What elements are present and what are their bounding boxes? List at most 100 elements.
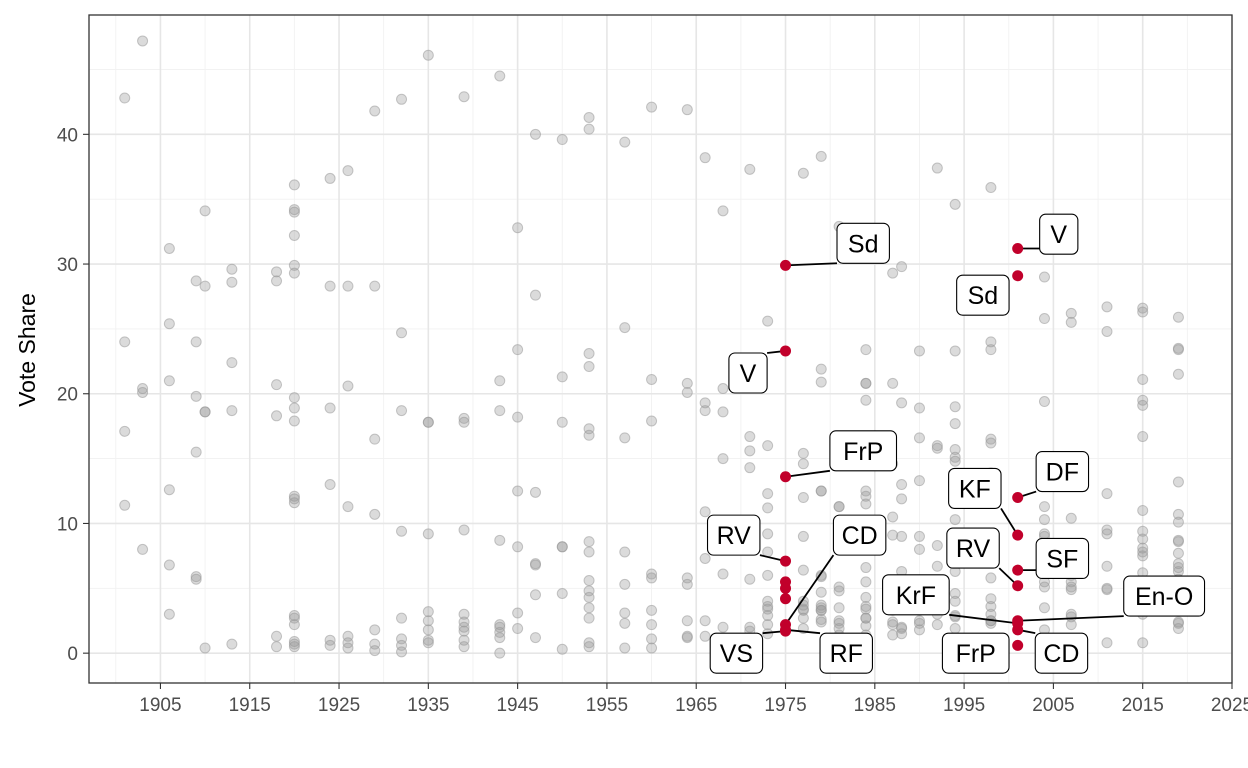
point-labels: Sd V FrP RV CD VS RF V Sd DF KF RV SF KrF En-O FrP CD [706, 213, 1206, 674]
data-point [646, 619, 658, 631]
data-point [646, 415, 658, 427]
highlighted-point [1012, 624, 1024, 636]
data-point [494, 632, 506, 644]
data-point [369, 624, 381, 636]
data-point [699, 397, 711, 409]
data-point [288, 638, 300, 650]
x-tick-label: 2025 [1211, 695, 1248, 716]
label-text: RV [956, 535, 991, 563]
data-point [985, 344, 997, 356]
data-point [163, 559, 175, 571]
data-point [512, 485, 524, 497]
data-point [271, 275, 283, 287]
data-point [896, 479, 908, 491]
data-point [931, 162, 943, 174]
data-point [190, 446, 202, 458]
data-point [896, 261, 908, 273]
data-point [288, 392, 300, 404]
data-point [1137, 525, 1149, 537]
y-tick-label: 20 [57, 385, 78, 406]
data-point [1038, 514, 1050, 526]
point-label: CD [832, 514, 887, 556]
data-point [137, 543, 149, 555]
x-tick-label: 1985 [854, 695, 896, 716]
data-point [422, 49, 434, 61]
label-text: RV [717, 522, 752, 550]
highlighted-point [780, 345, 792, 357]
data-point [1038, 396, 1050, 408]
data-point [949, 455, 961, 467]
data-point [583, 602, 595, 614]
data-point [860, 600, 872, 612]
data-point [744, 573, 756, 585]
data-point [913, 432, 925, 444]
point-label: KF [948, 467, 1002, 509]
data-point [190, 336, 202, 348]
data-point [226, 357, 238, 369]
data-point [1137, 546, 1149, 558]
data-point [985, 182, 997, 194]
data-point [556, 134, 568, 146]
data-point [1172, 623, 1184, 635]
data-point [1065, 512, 1077, 524]
data-point [199, 406, 211, 418]
data-point [529, 289, 541, 301]
data-point [1065, 581, 1077, 593]
data-point [199, 642, 211, 654]
point-label: CD [1034, 632, 1089, 674]
data-point [529, 486, 541, 498]
data-point [762, 440, 774, 452]
highlighted-point [780, 555, 792, 567]
data-point [324, 639, 336, 651]
data-point [646, 633, 658, 645]
data-point [1172, 368, 1184, 380]
data-point [815, 586, 827, 598]
label-box [706, 514, 761, 556]
data-point [646, 642, 658, 654]
data-point [949, 444, 961, 456]
data-point [1172, 547, 1184, 559]
data-point [931, 442, 943, 454]
point-label: FrP [941, 632, 1010, 674]
data-point [646, 568, 658, 580]
data-point [583, 348, 595, 360]
data-point [797, 530, 809, 542]
data-point [342, 501, 354, 513]
y-tick-label: 0 [67, 644, 78, 665]
minor-gridlines [89, 15, 1232, 683]
data-point [896, 397, 908, 409]
data-point [556, 588, 568, 600]
label-text: FrP [843, 438, 883, 466]
data-point [288, 402, 300, 414]
data-point [288, 206, 300, 218]
data-point [1137, 504, 1149, 516]
data-point [1172, 536, 1184, 548]
data-point [619, 322, 631, 334]
data-point [422, 624, 434, 636]
data-point [583, 637, 595, 649]
x-tick-label: 1975 [764, 695, 806, 716]
data-point [619, 136, 631, 148]
data-point [1172, 311, 1184, 323]
label-text: Sd [848, 230, 879, 258]
data-point [887, 616, 899, 628]
y-tick-label: 30 [57, 255, 78, 276]
data-point [288, 267, 300, 279]
data-point [1038, 602, 1050, 614]
label-box [941, 632, 1010, 674]
point-label: Sd [836, 222, 890, 264]
data-point [985, 593, 997, 605]
highlighted-point [780, 471, 792, 483]
data-point [529, 589, 541, 601]
data-point [556, 643, 568, 655]
data-point [512, 541, 524, 553]
data-point [815, 376, 827, 388]
data-point [396, 327, 408, 339]
data-point [288, 259, 300, 271]
data-point [985, 600, 997, 612]
data-point [494, 405, 506, 417]
data-point [896, 530, 908, 542]
data-point [762, 502, 774, 514]
data-point [1101, 524, 1113, 536]
data-point [458, 621, 470, 633]
